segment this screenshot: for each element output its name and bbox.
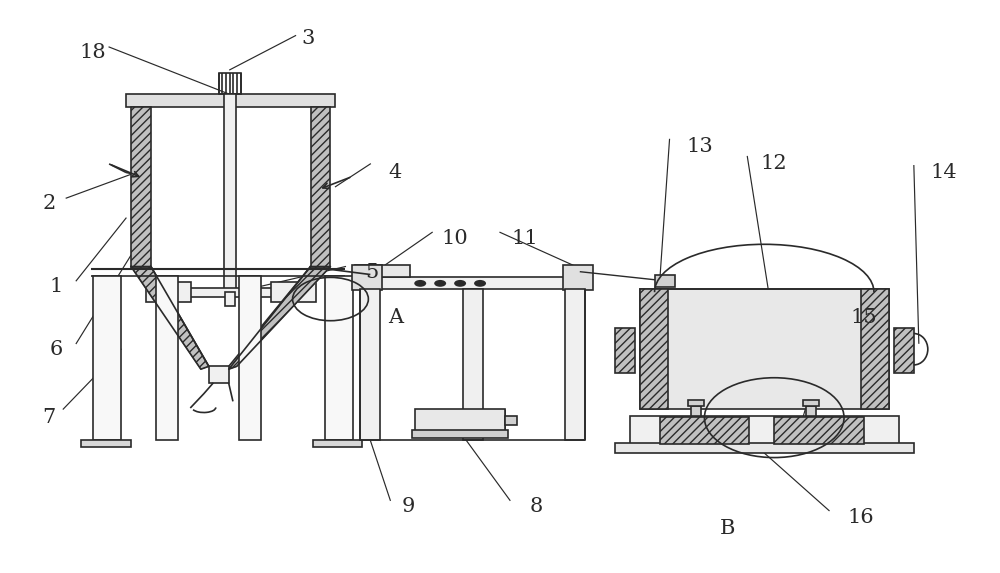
Bar: [505, 416, 517, 425]
Bar: [146, 282, 191, 303]
Text: 10: 10: [442, 229, 468, 248]
Bar: [225, 292, 235, 307]
Text: A: A: [388, 308, 403, 327]
Bar: [271, 282, 316, 303]
Polygon shape: [131, 266, 209, 369]
Bar: [894, 328, 914, 373]
Bar: [209, 366, 229, 383]
Text: 8: 8: [529, 497, 543, 516]
Bar: [615, 328, 635, 373]
Circle shape: [474, 280, 486, 286]
Circle shape: [454, 280, 466, 286]
Bar: [219, 73, 241, 95]
Bar: [640, 289, 889, 409]
Text: 1: 1: [50, 277, 63, 296]
Bar: [161, 288, 301, 297]
Text: 16: 16: [848, 508, 874, 527]
Text: 7: 7: [43, 408, 56, 427]
Bar: [81, 441, 131, 448]
Bar: [311, 107, 330, 266]
Bar: [156, 276, 178, 441]
Bar: [360, 289, 380, 441]
Text: 3: 3: [302, 29, 315, 48]
Text: 4: 4: [389, 163, 402, 182]
Bar: [806, 406, 816, 416]
Text: 14: 14: [930, 163, 957, 182]
Bar: [352, 265, 382, 291]
Bar: [355, 277, 590, 289]
Bar: [630, 416, 899, 445]
Bar: [688, 400, 704, 406]
Bar: [463, 289, 483, 441]
Text: 6: 6: [50, 340, 63, 359]
Text: 5: 5: [366, 263, 379, 282]
Text: 12: 12: [761, 154, 788, 174]
Bar: [774, 417, 864, 445]
Bar: [655, 275, 675, 286]
Text: 18: 18: [80, 43, 106, 62]
Bar: [126, 95, 335, 107]
Bar: [660, 417, 749, 445]
Bar: [615, 443, 914, 453]
Bar: [355, 265, 410, 277]
Text: 13: 13: [686, 138, 713, 156]
Text: 11: 11: [512, 229, 538, 248]
Bar: [131, 107, 151, 266]
Polygon shape: [229, 266, 330, 369]
Bar: [640, 289, 668, 409]
Text: 2: 2: [43, 194, 56, 213]
Circle shape: [414, 280, 426, 286]
Bar: [565, 289, 585, 441]
Bar: [861, 289, 889, 409]
Bar: [412, 430, 508, 438]
Bar: [563, 265, 593, 291]
Bar: [93, 276, 121, 441]
Bar: [239, 276, 261, 441]
Bar: [224, 95, 236, 289]
Bar: [803, 400, 819, 406]
Bar: [691, 406, 701, 416]
Bar: [325, 276, 353, 441]
Text: B: B: [720, 519, 735, 539]
Bar: [415, 409, 505, 432]
Text: 9: 9: [402, 497, 415, 516]
Bar: [313, 441, 362, 448]
Circle shape: [434, 280, 446, 286]
Text: 15: 15: [851, 308, 877, 327]
